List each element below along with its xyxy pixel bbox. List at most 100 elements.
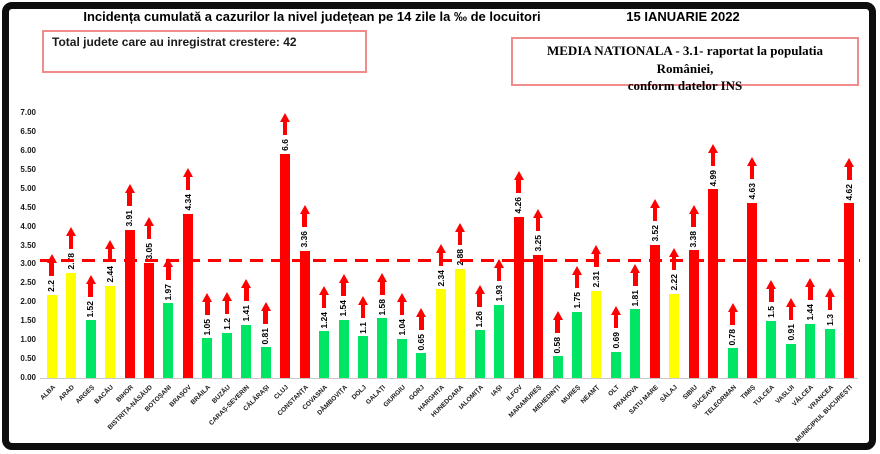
increase-arrow-icon <box>571 266 582 289</box>
increase-arrow-icon <box>182 168 193 191</box>
y-axis-tick-label: 5.50 <box>20 164 36 174</box>
bar-column: 1.24 <box>314 113 333 378</box>
increase-arrow-icon <box>766 280 777 303</box>
bar-value-label: 1.05 <box>202 318 213 336</box>
arrow-head <box>824 287 835 297</box>
bar-value-label: 1.97 <box>163 283 174 301</box>
arrow-stem <box>185 177 191 191</box>
increase-arrow-icon <box>396 293 407 316</box>
increase-arrow-icon <box>319 285 330 308</box>
x-axis-label: IAȘI <box>490 384 505 398</box>
bar <box>241 324 252 378</box>
bar <box>552 356 563 378</box>
bar-value-label: 1.1 <box>357 321 368 334</box>
bar-column: 0.81 <box>256 113 275 378</box>
bar-column: 2.31 <box>587 113 606 378</box>
arrow-stem <box>827 296 833 310</box>
bar-column: 1.04 <box>392 113 411 378</box>
bar <box>163 303 174 378</box>
bar-column: 0.65 <box>412 113 431 378</box>
bar-value-label: 1.2 <box>221 317 232 330</box>
arrow-head <box>630 263 641 273</box>
bar <box>513 216 524 378</box>
arrow-head <box>163 257 174 267</box>
bar <box>260 347 271 378</box>
arrow-head <box>747 157 758 167</box>
arrow-stem <box>535 218 541 232</box>
bar <box>785 343 796 378</box>
bar-value-label: 2.88 <box>454 249 465 266</box>
y-axis-tick-label: 7.00 <box>20 108 36 117</box>
bar <box>474 330 485 378</box>
increase-arrow-icon <box>747 157 758 180</box>
x-axis-label: SĂLAJ <box>659 384 680 405</box>
increase-arrow-icon <box>357 295 368 318</box>
bar-value-label: 4.62 <box>844 183 855 201</box>
bar-value-label: 3.05 <box>143 243 154 260</box>
arrow-head <box>377 272 388 282</box>
bar <box>708 189 719 378</box>
arrow-stem <box>321 294 327 308</box>
arrow-head <box>494 259 505 269</box>
bar <box>280 153 291 378</box>
arrow-head <box>571 266 582 276</box>
bar-value-label: 1.54 <box>338 300 349 317</box>
arrow-head <box>143 217 154 226</box>
bar-column: 1.52 <box>81 113 100 378</box>
bar-column: 3.36 <box>295 113 314 378</box>
arrow-stem <box>244 288 249 302</box>
chart-title: Incidența cumulată a cazurilor la nivel … <box>83 9 541 24</box>
arrow-head <box>182 168 193 178</box>
total-increase-text: Total judete care au inregistrat crester… <box>52 35 297 49</box>
bar <box>727 348 738 378</box>
x-axis-label: CLUJ <box>273 384 291 401</box>
bar-column: 2.34 <box>431 113 450 378</box>
arrow-stem <box>380 281 385 295</box>
x-axis-label: GORJ <box>408 384 427 402</box>
bar <box>143 262 154 378</box>
y-axis-tick-label: 6.50 <box>20 126 36 136</box>
bar-column: 1.3 <box>820 113 839 378</box>
bar-column: 3.25 <box>528 113 547 378</box>
bar-value-label: 3.36 <box>299 231 310 248</box>
y-axis-tick-label: 3.00 <box>20 259 36 269</box>
bar-value-label: 2.44 <box>104 266 115 283</box>
arrow-head <box>85 274 96 284</box>
bar-column: 2.78 <box>61 113 80 378</box>
bar-value-label: 1.5 <box>766 306 777 319</box>
arrow-head <box>280 113 291 122</box>
bar-column: 1.97 <box>159 113 178 378</box>
x-axis-line <box>40 378 858 379</box>
arrow-head <box>688 204 699 214</box>
bar <box>221 332 232 378</box>
bar <box>805 323 816 378</box>
arrow-stem <box>263 310 268 324</box>
increase-arrow-icon <box>785 298 796 321</box>
arrow-head <box>649 199 660 209</box>
arrow-stem <box>360 304 366 318</box>
arrow-stem <box>496 268 502 282</box>
bar <box>124 229 135 378</box>
bar-value-label: 2.22 <box>668 274 679 291</box>
arrow-stem <box>574 275 580 289</box>
increase-arrow-icon <box>435 243 446 266</box>
arrow-head <box>669 248 680 258</box>
national-average-reference-line <box>40 259 860 263</box>
increase-arrow-icon <box>105 240 116 263</box>
bar <box>688 250 699 378</box>
y-axis-tick-label: 3.50 <box>20 240 36 250</box>
bar-column: 4.34 <box>178 113 197 378</box>
arrow-stem <box>302 214 307 228</box>
bar-column: 3.52 <box>645 113 664 378</box>
bar-value-label: 0.81 <box>260 327 271 345</box>
arrow-stem <box>419 316 424 330</box>
arrow-head <box>474 284 485 294</box>
bar-column: 2.44 <box>100 113 119 378</box>
bar-column: 3.05 <box>139 113 158 378</box>
arrow-stem <box>205 301 210 315</box>
bar <box>494 304 505 378</box>
x-axis-label: OLT <box>606 384 621 398</box>
increase-arrow-icon <box>824 287 835 310</box>
arrow-stem <box>477 293 482 307</box>
arrow-stem <box>652 208 658 222</box>
